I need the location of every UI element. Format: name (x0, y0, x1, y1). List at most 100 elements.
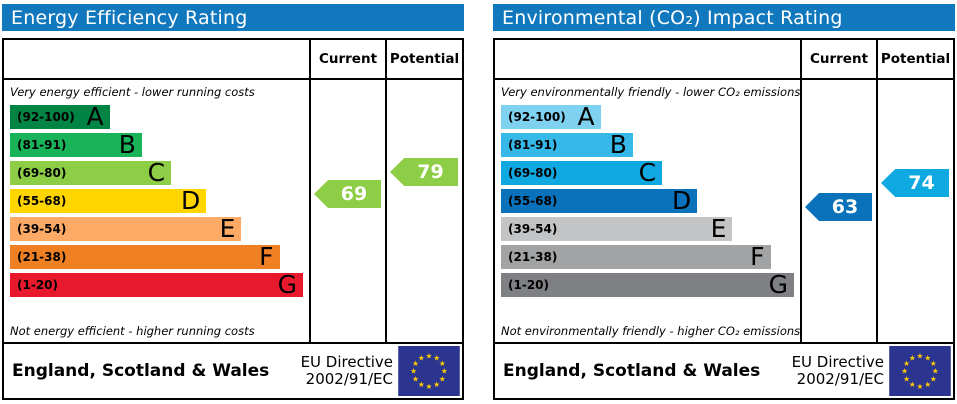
svg-text:★: ★ (924, 380, 931, 389)
footer-bar: England, Scotland & Wales EU Directive 2… (2, 342, 464, 400)
top-note: Very energy efficient - lower running co… (10, 85, 255, 99)
band-range-label: (69-80) (17, 166, 67, 180)
svg-text:★: ★ (439, 374, 446, 383)
eu-directive-label: EU Directive 2002/91/EC (300, 352, 398, 389)
rating-scale: (92-100) A (81-91) B (69-80) C (55-68) D (39-54)… (501, 102, 794, 301)
svg-text:★: ★ (932, 367, 939, 376)
svg-text:★: ★ (909, 380, 916, 389)
svg-text:★: ★ (426, 382, 433, 391)
band-letter: D (181, 186, 201, 215)
band-letter: G (277, 270, 297, 299)
band-letter: B (118, 130, 136, 159)
rating-scale-column: Very energy efficient - lower running co… (4, 80, 309, 344)
band-range-label: (92-100) (17, 110, 75, 124)
band-b: (81-91) B (10, 130, 142, 159)
band-f: (21-38) F (501, 242, 771, 271)
panel-title: Environmental (CO₂) Impact Rating (502, 6, 843, 29)
potential-rating-arrow: 74 (881, 169, 949, 197)
band-e: (39-54) E (10, 216, 242, 241)
svg-text:★: ★ (410, 367, 417, 376)
potential-value-column: 74 (876, 80, 953, 344)
svg-text:★: ★ (439, 359, 446, 368)
eu-directive-line2: 2002/91/EC (796, 370, 884, 388)
svg-text:★: ★ (917, 351, 924, 360)
eu-directive-line1: EU Directive (300, 352, 393, 371)
band-letter: B (609, 130, 627, 159)
svg-text:★: ★ (412, 359, 419, 368)
svg-text:★: ★ (426, 351, 433, 360)
eu-flag-icon: ★ ★★★★★★★★★★★ (398, 346, 460, 396)
band-range-label: (39-54) (508, 222, 558, 236)
svg-text:★: ★ (917, 382, 924, 391)
band-range-label: (81-91) (17, 138, 67, 152)
band-letter: A (86, 102, 104, 131)
band-letter: A (577, 102, 595, 131)
band-g: (1-20) G (501, 270, 794, 299)
current-rating-arrow: 69 (314, 180, 381, 208)
eu-directive-label: EU Directive 2002/91/EC (791, 352, 889, 389)
panel-energy-efficiency: Energy Efficiency Rating Current Potenti… (0, 0, 466, 404)
rating-scale-column: Very environmentally friendly - lower CO… (495, 80, 800, 344)
svg-text:★: ★ (903, 374, 910, 383)
band-c: (69-80) C (501, 158, 663, 187)
svg-text:★: ★ (930, 359, 937, 368)
band-letter: G (768, 270, 788, 299)
band-b: (81-91) B (501, 130, 633, 159)
rating-table: Current Potential Very environmentally f… (493, 38, 955, 344)
rating-scale: (92-100) A (81-91) B (69-80) C (55-68) D (39-54)… (10, 102, 303, 301)
current-value-column: 63 (800, 80, 876, 344)
band-range-label: (1-20) (17, 278, 58, 292)
band-range-label: (39-54) (17, 222, 67, 236)
svg-text:★: ★ (433, 380, 440, 389)
band-c: (69-80) C (10, 158, 172, 187)
svg-text:★: ★ (433, 353, 440, 362)
band-letter: F (259, 242, 274, 271)
panel-title-bar: Environmental (CO₂) Impact Rating (493, 4, 955, 31)
panel-co2-impact: Environmental (CO₂) Impact Rating Curren… (491, 0, 957, 404)
svg-text:★: ★ (901, 367, 908, 376)
table-header-row: Current Potential (4, 40, 462, 80)
band-d: (55-68) D (501, 186, 698, 215)
top-note: Very environmentally friendly - lower CO… (501, 85, 800, 99)
eu-flag-icon: ★ ★★★★★★★★★★★ (889, 346, 951, 396)
band-letter: C (638, 158, 657, 187)
svg-text:★: ★ (418, 380, 425, 389)
band-range-label: (21-38) (508, 250, 558, 264)
band-range-label: (81-91) (508, 138, 558, 152)
band-letter: D (672, 186, 692, 215)
band-a: (92-100) A (501, 102, 601, 131)
current-column-header: Current (309, 40, 385, 78)
band-range-label: (55-68) (508, 194, 558, 208)
panel-title: Energy Efficiency Rating (11, 6, 248, 29)
band-f: (21-38) F (10, 242, 280, 271)
band-a: (92-100) A (10, 102, 110, 131)
band-letter: E (710, 214, 727, 243)
footer-bar: England, Scotland & Wales EU Directive 2… (493, 342, 955, 400)
band-range-label: (92-100) (508, 110, 566, 124)
table-body-row: Very energy efficient - lower running co… (4, 80, 462, 344)
eu-directive-line2: 2002/91/EC (305, 370, 393, 388)
current-value-column: 69 (309, 80, 385, 344)
potential-column-header: Potential (385, 40, 462, 78)
region-label: England, Scotland & Wales (12, 361, 270, 381)
rating-table: Current Potential Very energy efficient … (2, 38, 464, 344)
svg-text:★: ★ (930, 374, 937, 383)
band-g: (1-20) G (10, 270, 303, 299)
potential-value-column: 79 (385, 80, 462, 344)
svg-text:★: ★ (903, 359, 910, 368)
band-d: (55-68) D (10, 186, 207, 215)
current-rating-arrow: 63 (805, 193, 872, 221)
bottom-note: Not environmentally friendly - higher CO… (501, 324, 800, 338)
band-letter: F (750, 242, 765, 271)
bottom-note: Not energy efficient - higher running co… (10, 324, 255, 338)
band-range-label: (69-80) (508, 166, 558, 180)
svg-text:★: ★ (441, 367, 448, 376)
panel-title-bar: Energy Efficiency Rating (2, 4, 464, 31)
current-column-header: Current (800, 40, 876, 78)
band-letter: C (147, 158, 166, 187)
band-range-label: (21-38) (17, 250, 67, 264)
potential-column-header: Potential (876, 40, 953, 78)
svg-text:★: ★ (909, 353, 916, 362)
eu-directive-line1: EU Directive (791, 352, 884, 371)
